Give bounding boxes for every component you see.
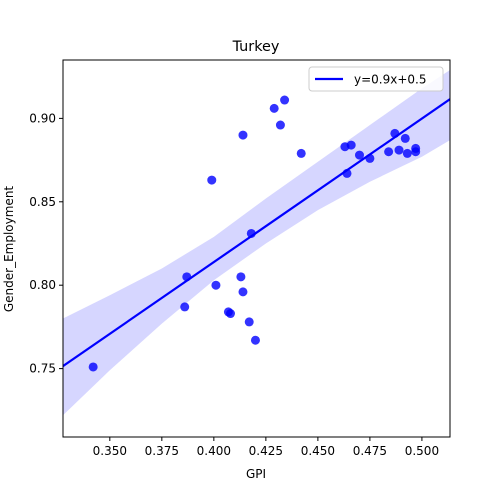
data-point (236, 272, 246, 282)
x-tick-label: 0.500 (405, 444, 439, 458)
legend: y=0.9x+0.5 (308, 66, 444, 92)
data-point (244, 317, 254, 327)
data-point (207, 175, 217, 185)
legend-label: y=0.9x+0.5 (354, 73, 426, 87)
data-point (238, 287, 248, 297)
data-point (354, 150, 364, 160)
y-tick-label: 0.80 (29, 278, 56, 292)
data-point (384, 147, 394, 157)
data-point (400, 133, 410, 143)
data-point (238, 130, 248, 140)
x-axis-label: GPI (246, 467, 266, 481)
x-tick-label: 0.400 (197, 444, 231, 458)
data-point (296, 148, 306, 158)
confidence-band (63, 70, 450, 416)
x-tick-label: 0.425 (249, 444, 283, 458)
legend-box (308, 66, 444, 92)
x-tick-label: 0.350 (93, 444, 127, 458)
y-tick-label: 0.75 (29, 362, 56, 376)
data-point (180, 302, 190, 312)
data-point (280, 95, 290, 105)
data-point (225, 309, 235, 319)
x-tick-label: 0.475 (353, 444, 387, 458)
regression-line (63, 98, 450, 368)
y-tick-label: 0.90 (29, 111, 56, 125)
plot-frame (62, 59, 451, 438)
data-point (88, 362, 98, 372)
data-point (394, 145, 404, 155)
x-tick-label: 0.375 (145, 444, 179, 458)
data-point (269, 103, 279, 113)
data-point (402, 148, 412, 158)
x-tick-label: 0.450 (301, 444, 335, 458)
data-point (411, 143, 421, 153)
y-axis-label: Gender_Employment (2, 186, 16, 313)
plot-area (63, 70, 450, 416)
axes: 0.350 0.375 0.400 0.425 0.450 0.475 0.500 0.75 0… (29, 59, 451, 458)
data-point (211, 280, 221, 290)
data-point (250, 335, 260, 345)
data-point (346, 140, 356, 150)
chart-title: Turkey (232, 39, 280, 55)
data-point (275, 120, 285, 130)
y-tick-label: 0.85 (29, 195, 56, 209)
